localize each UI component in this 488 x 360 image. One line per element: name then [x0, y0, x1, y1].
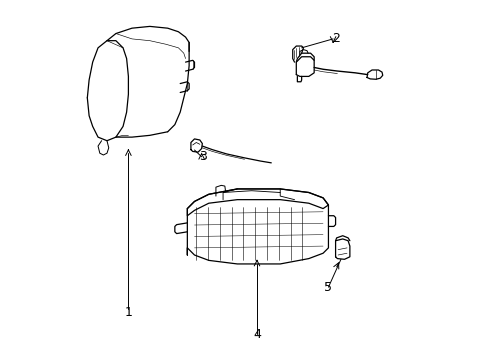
Text: 4: 4 [253, 328, 261, 341]
Text: 1: 1 [124, 306, 132, 319]
Text: 5: 5 [324, 281, 332, 294]
Text: 2: 2 [331, 32, 339, 45]
Text: 3: 3 [199, 150, 207, 163]
